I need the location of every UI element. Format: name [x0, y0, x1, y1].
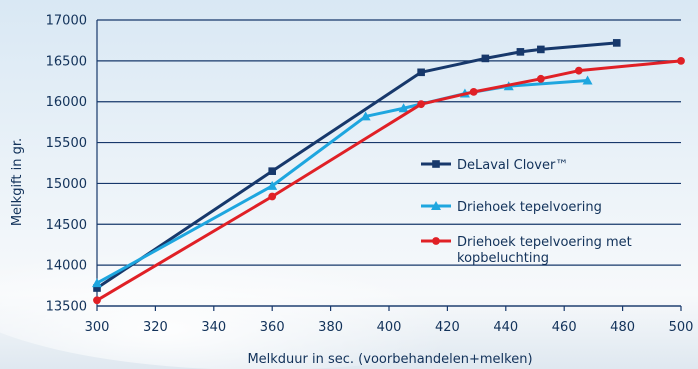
legend-label: DeLaval Clover™ — [457, 158, 568, 173]
data-point — [481, 54, 490, 63]
data-point — [93, 296, 101, 305]
legend-marker — [432, 237, 440, 245]
data-point — [417, 68, 425, 77]
data-point — [268, 192, 277, 201]
legend-item-1: DeLaval Clover™ — [421, 158, 568, 173]
legend-marker — [431, 201, 441, 210]
x-tick-label: 480 — [610, 320, 635, 335]
x-tick-label: 440 — [493, 320, 518, 335]
data-point — [398, 103, 409, 113]
background-splash — [0, 190, 580, 369]
legend-item-3: Driehoek tepelvoering met kopbeluchting — [421, 235, 632, 266]
x-tick-label: 300 — [85, 320, 110, 335]
legend-label: Driehoek tepelvoering met kopbeluchting — [457, 235, 632, 266]
y-tick-label: 15500 — [46, 136, 87, 151]
y-tick-label: 13500 — [46, 300, 87, 315]
legend: DeLaval Clover™ Driehoek tepelvoering Drie… — [421, 158, 632, 266]
y-tick-label: 16500 — [46, 54, 87, 69]
data-point — [268, 167, 276, 175]
data-point — [360, 111, 371, 121]
x-tick-label: 360 — [260, 320, 285, 335]
data-point — [677, 56, 685, 65]
y-tick-label: 14000 — [46, 259, 87, 274]
x-tick-label: 400 — [377, 320, 402, 335]
x-axis-title: Melkduur in sec. (voorbehandelen+melken) — [247, 352, 532, 367]
series — [92, 39, 685, 305]
data-point — [536, 74, 545, 83]
data-point — [582, 75, 593, 85]
y-tick-label: 15000 — [46, 177, 87, 192]
y-axis-title: Melkgift in gr. — [10, 138, 25, 226]
y-tick-label: 17000 — [46, 14, 87, 29]
data-point — [267, 180, 278, 190]
data-point — [537, 45, 545, 54]
x-tick-label: 460 — [552, 320, 577, 335]
data-point — [574, 66, 583, 75]
x-tick-label: 320 — [143, 320, 168, 335]
legend-label: Driehoek tepelvoering — [457, 200, 602, 215]
y-tick-label: 16000 — [46, 95, 87, 110]
legend-marker — [432, 160, 440, 168]
series-1 — [93, 39, 621, 292]
x-tick-label: 340 — [201, 320, 226, 335]
axes: 13500 14000 14500 15000 15500 16000 16500 17000… — [46, 14, 694, 336]
legend-item-2: Driehoek tepelvoering — [421, 200, 602, 215]
data-point — [612, 39, 621, 47]
data-point — [93, 284, 101, 292]
x-tick-label: 420 — [435, 320, 460, 335]
x-tick-label: 380 — [318, 320, 343, 335]
x-tick-label: 500 — [669, 320, 694, 335]
data-point — [469, 88, 478, 96]
series-3 — [93, 56, 685, 305]
data-point — [92, 278, 102, 288]
data-point — [516, 48, 525, 56]
y-tick-label: 14500 — [46, 218, 87, 233]
data-point — [417, 100, 426, 109]
